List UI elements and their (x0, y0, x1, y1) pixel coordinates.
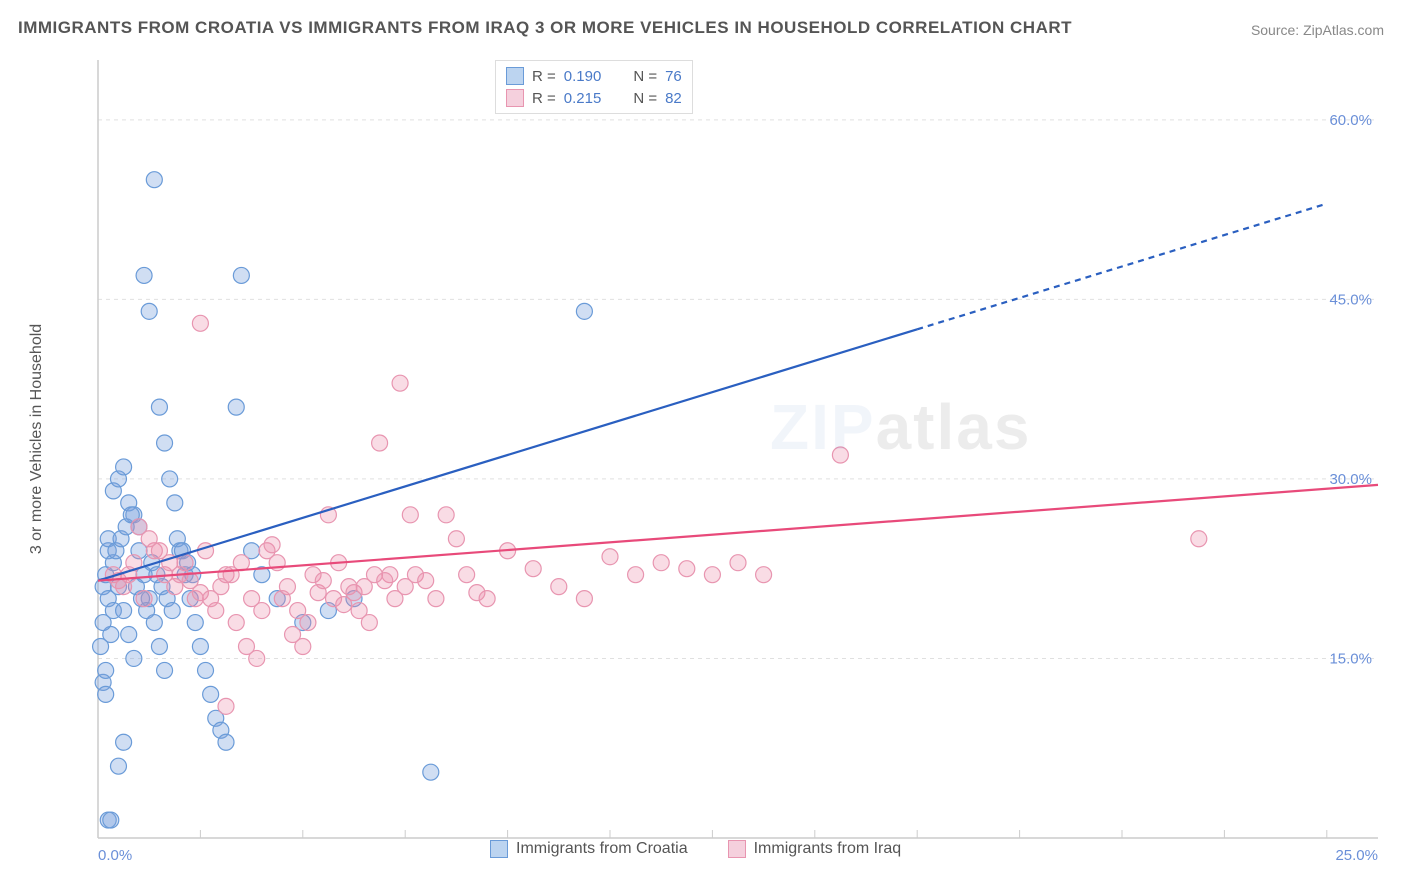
r-label: R = (532, 68, 556, 85)
correlation-legend: R = 0.190 N = 76 R = 0.215 N = 82 (495, 60, 693, 114)
n-value: 76 (665, 68, 682, 85)
y-axis-label: 3 or more Vehicles in Household (28, 324, 46, 554)
r-value: 0.215 (564, 90, 602, 107)
r-value: 0.190 (564, 68, 602, 85)
series-name: Immigrants from Iraq (754, 840, 902, 858)
svg-text:60.0%: 60.0% (1329, 112, 1372, 129)
series-legend-item: Immigrants from Iraq (728, 840, 902, 858)
scatter-chart: 15.0% 30.0% 45.0% 60.0% 0.0% 25.0% (50, 50, 1386, 860)
chart-container: 3 or more Vehicles in Household 15.0%30.… (50, 50, 1386, 860)
n-value: 82 (665, 90, 682, 107)
svg-text:0.0%: 0.0% (98, 847, 132, 860)
n-label: N = (633, 68, 657, 85)
legend-swatch (490, 840, 508, 858)
source-attribution: Source: ZipAtlas.com (1251, 22, 1384, 38)
svg-text:45.0%: 45.0% (1329, 291, 1372, 308)
legend-swatch (506, 89, 524, 107)
svg-text:15.0%: 15.0% (1329, 650, 1372, 667)
legend-swatch (506, 67, 524, 85)
legend-row: R = 0.215 N = 82 (506, 87, 682, 109)
series-legend-item: Immigrants from Croatia (490, 840, 688, 858)
r-label: R = (532, 90, 556, 107)
legend-swatch (728, 840, 746, 858)
series-legend: Immigrants from Croatia Immigrants from I… (490, 840, 901, 858)
n-label: N = (633, 90, 657, 107)
series-name: Immigrants from Croatia (516, 840, 688, 858)
svg-text:30.0%: 30.0% (1329, 471, 1372, 488)
chart-title: IMMIGRANTS FROM CROATIA VS IMMIGRANTS FR… (18, 18, 1072, 38)
svg-text:25.0%: 25.0% (1335, 847, 1378, 860)
legend-row: R = 0.190 N = 76 (506, 65, 682, 87)
